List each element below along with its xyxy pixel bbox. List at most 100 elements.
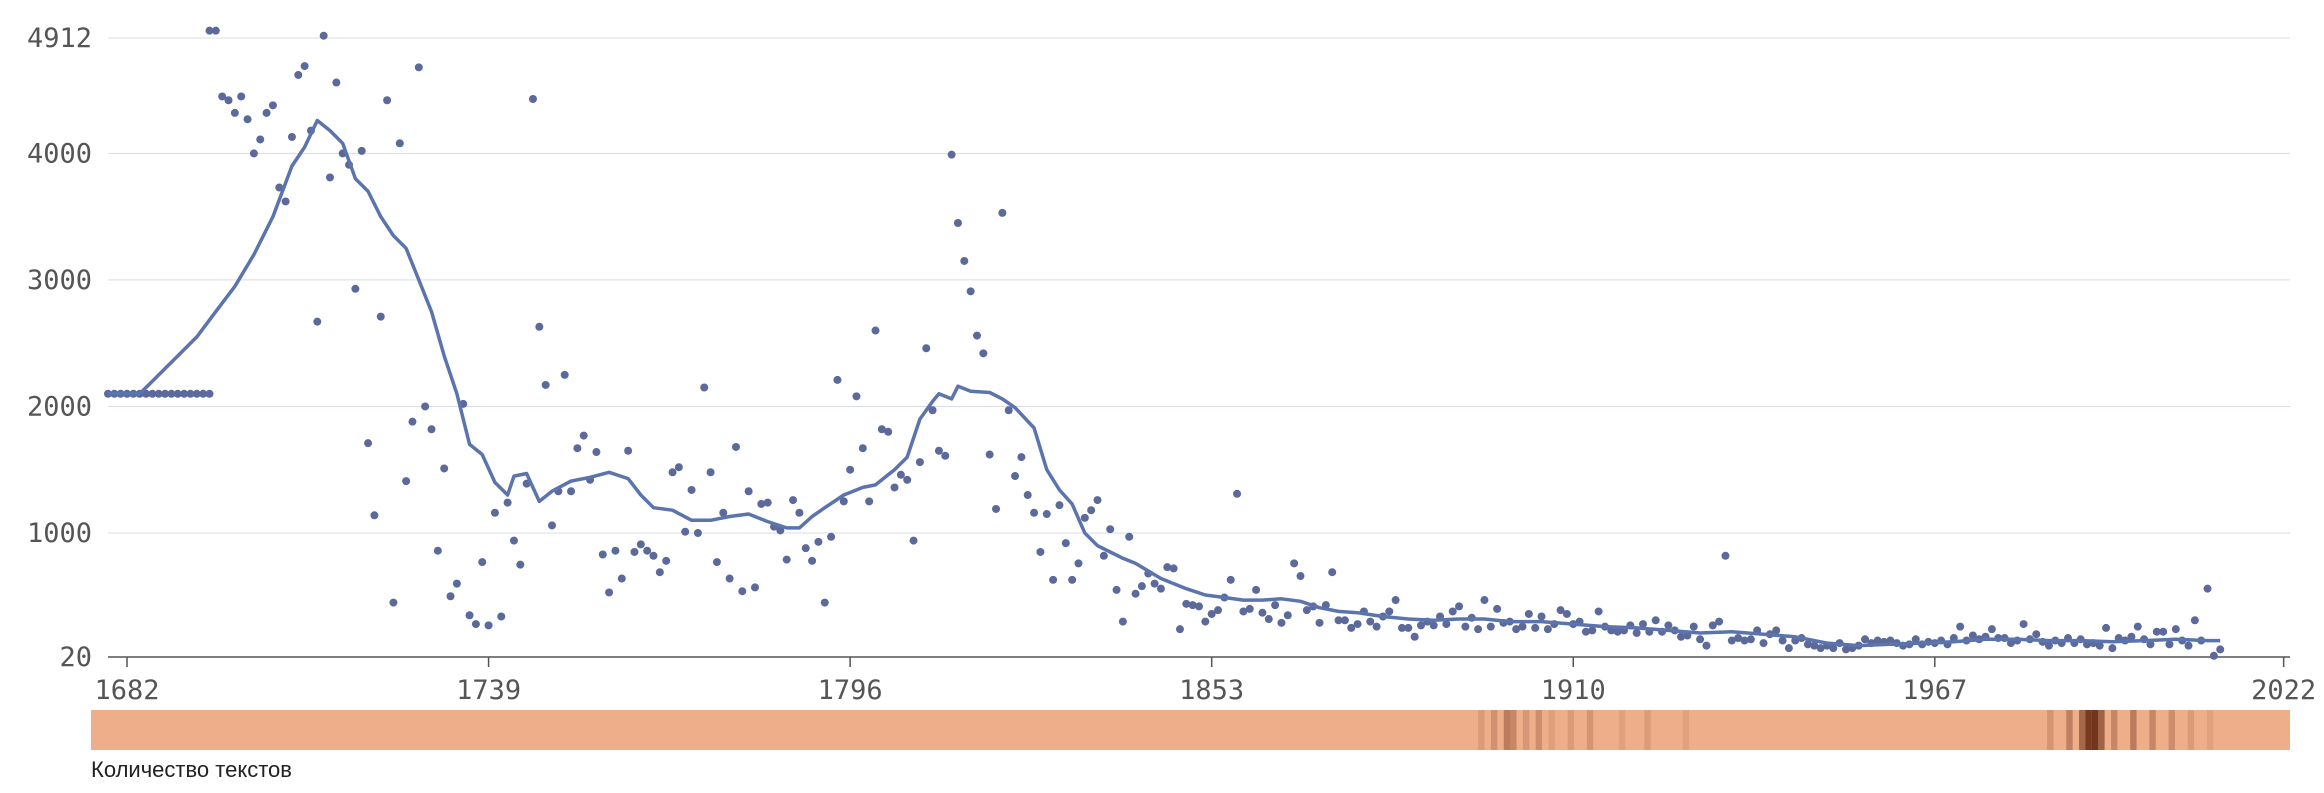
heat-strip-band xyxy=(2091,710,2099,750)
data-point xyxy=(1740,636,1749,645)
data-point xyxy=(725,574,734,583)
data-point xyxy=(1099,551,1108,560)
data-point xyxy=(1759,639,1768,648)
x-tick-label: 1967 xyxy=(1902,675,1967,706)
data-point xyxy=(230,108,239,117)
data-point xyxy=(1702,641,1711,650)
data-point xyxy=(674,463,683,472)
data-point xyxy=(624,446,633,455)
data-point xyxy=(789,496,798,505)
data-point xyxy=(262,108,271,117)
data-point xyxy=(750,583,759,592)
data-point xyxy=(1049,575,1058,584)
data-point xyxy=(300,62,309,71)
data-point xyxy=(427,425,436,434)
data-point xyxy=(446,592,455,601)
data-point xyxy=(1632,628,1641,637)
data-point xyxy=(928,406,937,415)
data-point xyxy=(205,389,214,398)
data-point xyxy=(1137,582,1146,591)
data-point xyxy=(1340,616,1349,625)
data-point xyxy=(1651,616,1660,625)
data-point xyxy=(719,508,728,517)
data-point xyxy=(364,439,373,448)
heat-strip-band xyxy=(2066,710,2073,750)
data-point xyxy=(541,380,550,389)
data-point xyxy=(294,70,303,79)
data-point xyxy=(839,497,848,506)
data-point xyxy=(1328,568,1337,577)
data-point xyxy=(865,497,874,506)
data-point xyxy=(1639,620,1648,629)
heat-strip-band xyxy=(2168,710,2175,750)
data-point xyxy=(1956,622,1965,631)
data-point xyxy=(706,468,715,477)
heat-strip-band xyxy=(2098,710,2105,750)
data-point xyxy=(636,540,645,549)
data-point xyxy=(237,92,246,101)
data-point xyxy=(1480,596,1489,605)
data-point xyxy=(281,197,290,206)
data-point xyxy=(1011,472,1020,481)
data-point xyxy=(643,546,652,555)
data-point xyxy=(287,132,296,141)
data-point xyxy=(731,442,740,451)
data-point xyxy=(1372,622,1381,631)
data-point xyxy=(795,508,804,517)
data-point xyxy=(1366,617,1375,626)
data-point xyxy=(256,135,265,144)
data-point xyxy=(953,218,962,227)
data-point xyxy=(579,431,588,440)
data-point xyxy=(1385,607,1394,616)
data-point xyxy=(1252,585,1261,594)
data-point xyxy=(1721,551,1730,560)
heat-strip-band xyxy=(2130,710,2137,750)
data-point xyxy=(2190,616,2199,625)
x-tick-label: 1796 xyxy=(818,675,883,706)
data-point xyxy=(681,527,690,536)
data-point xyxy=(598,550,607,559)
data-point xyxy=(1588,626,1597,635)
data-point xyxy=(1581,627,1590,636)
data-point xyxy=(877,425,886,434)
data-point xyxy=(1784,644,1793,653)
data-point xyxy=(1397,623,1406,632)
y-tick-label: 20 xyxy=(59,642,92,673)
data-point xyxy=(573,444,582,453)
data-point xyxy=(1207,609,1216,618)
heat-strip-band xyxy=(1567,710,1575,750)
data-point xyxy=(744,487,753,496)
heat-strip-band xyxy=(2079,710,2086,750)
data-point xyxy=(1442,620,1451,629)
data-point xyxy=(224,96,233,105)
data-point xyxy=(1277,618,1286,627)
heat-strip-band xyxy=(1503,710,1511,750)
data-point xyxy=(1968,631,1977,640)
data-point xyxy=(199,389,208,398)
data-point xyxy=(1829,644,1838,653)
data-point xyxy=(1118,617,1127,626)
data-point xyxy=(351,284,360,293)
data-point xyxy=(1163,563,1172,572)
data-point xyxy=(2095,641,2104,650)
data-point xyxy=(1734,634,1743,643)
data-point xyxy=(1861,635,1870,644)
data-point xyxy=(218,92,227,101)
data-point xyxy=(662,556,671,565)
data-point xyxy=(1429,621,1438,630)
data-point xyxy=(173,389,182,398)
data-point xyxy=(192,389,201,398)
data-point xyxy=(1201,617,1210,626)
data-point xyxy=(1315,618,1324,627)
heat-strip-band xyxy=(1478,710,1485,750)
data-point xyxy=(332,78,341,87)
data-point xyxy=(249,149,258,158)
heat-strip-band xyxy=(1535,710,1543,750)
data-point xyxy=(1042,510,1051,519)
data-point xyxy=(567,487,576,496)
data-point xyxy=(934,446,943,455)
data-point xyxy=(1182,599,1191,608)
data-point xyxy=(1214,606,1223,615)
data-point xyxy=(693,528,702,537)
y-tick-label: 1000 xyxy=(27,518,92,549)
